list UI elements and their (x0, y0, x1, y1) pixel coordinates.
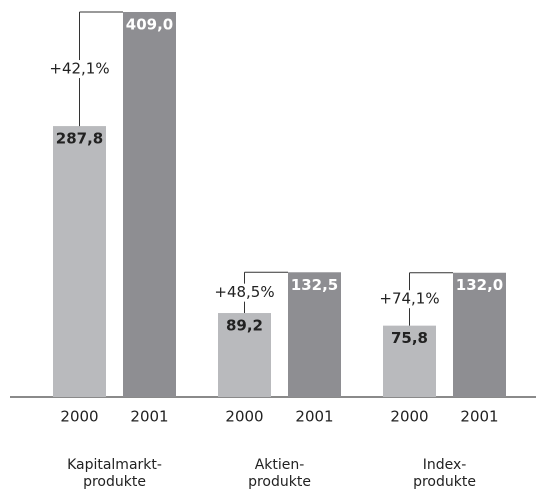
bar (288, 272, 341, 397)
year-label: 2000 (225, 408, 263, 426)
value-label: 89,2 (226, 317, 263, 335)
annotation-bg (375, 290, 444, 309)
bar (218, 313, 271, 397)
year-label: 2001 (295, 408, 333, 426)
year-label: 2000 (60, 408, 98, 426)
bar (453, 272, 506, 397)
value-label: 132,0 (456, 276, 503, 294)
annotation: +74,1% (379, 290, 439, 308)
value-label: 287,8 (56, 130, 103, 148)
category-label: produkte (83, 474, 146, 490)
year-label: 2001 (130, 408, 168, 426)
bar (123, 12, 176, 397)
year-label: 2000 (390, 408, 428, 426)
category-label: Index- (423, 457, 467, 473)
annotation-bg (45, 60, 114, 79)
bar (53, 126, 106, 398)
annotation-bg (210, 283, 279, 302)
category-label: produkte (248, 474, 311, 490)
year-label: 2001 (460, 408, 498, 426)
bar (383, 325, 436, 397)
annotation: +48,5% (214, 283, 274, 301)
category-label: Aktien- (255, 457, 305, 473)
value-label: 409,0 (126, 16, 173, 34)
category-label: Kapitalmarkt- (67, 457, 162, 473)
annotation: +42,1% (49, 60, 109, 78)
value-label: 132,5 (291, 276, 338, 294)
category-label: produkte (413, 474, 476, 490)
value-label: 75,8 (391, 329, 428, 347)
